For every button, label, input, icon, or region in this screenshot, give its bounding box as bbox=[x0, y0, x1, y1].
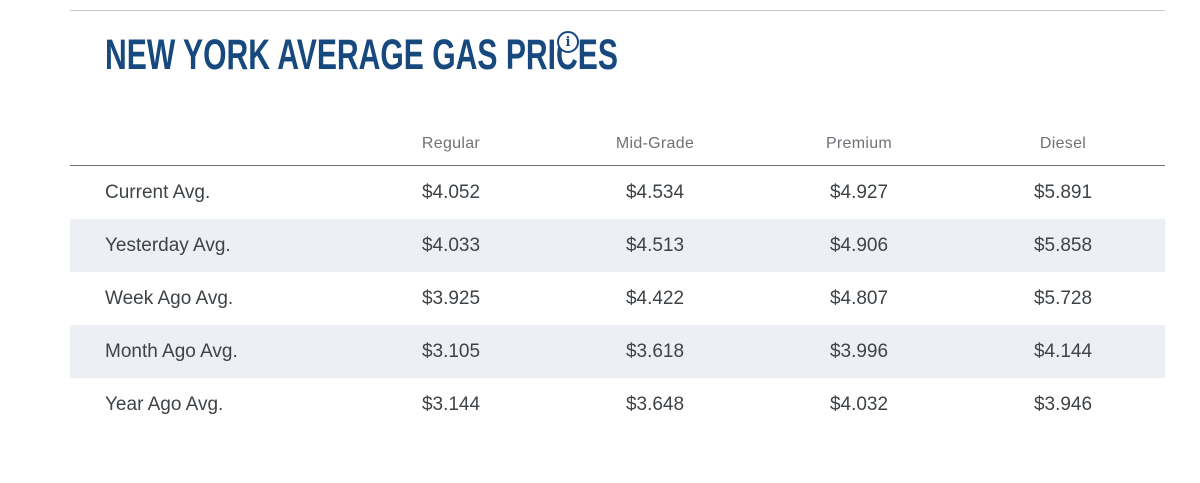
price-cell: $3.618 bbox=[625, 340, 685, 362]
price-cell: $4.422 bbox=[625, 287, 685, 309]
title-row: NEW YORK AVERAGE GAS PRICES i bbox=[105, 31, 1165, 80]
header-cell-midgrade: Mid-Grade bbox=[615, 135, 695, 152]
gas-prices-panel: NEW YORK AVERAGE GAS PRICES i Regular Mi… bbox=[70, 0, 1165, 431]
table-row-year-ago-avg: Year Ago Avg. $3.144 $3.648 $4.032 $3.94… bbox=[70, 378, 1165, 431]
price-cell: $3.946 bbox=[1033, 393, 1093, 415]
price-cell: $4.807 bbox=[829, 287, 889, 309]
header-cell-premium: Premium bbox=[825, 135, 893, 152]
price-cell: $4.033 bbox=[421, 234, 481, 256]
price-cell: $3.105 bbox=[421, 340, 481, 362]
price-cell: $4.144 bbox=[1033, 340, 1093, 362]
price-cell: $4.534 bbox=[625, 181, 685, 203]
price-cell: $5.728 bbox=[1033, 287, 1093, 309]
price-cell: $5.891 bbox=[1033, 181, 1093, 203]
row-label: Yesterday Avg. bbox=[105, 234, 231, 256]
header-cell-diesel: Diesel bbox=[1039, 135, 1087, 152]
price-cell: $3.925 bbox=[421, 287, 481, 309]
price-cell: $4.052 bbox=[421, 181, 481, 203]
gas-price-table: Regular Mid-Grade Premium Diesel Current… bbox=[70, 120, 1165, 431]
header-cell-regular: Regular bbox=[421, 135, 481, 152]
row-label: Week Ago Avg. bbox=[105, 287, 234, 309]
table-row-week-ago-avg: Week Ago Avg. $3.925 $4.422 $4.807 $5.72… bbox=[70, 272, 1165, 325]
price-cell: $3.144 bbox=[421, 393, 481, 415]
price-cell: $4.032 bbox=[829, 393, 889, 415]
row-label: Month Ago Avg. bbox=[105, 340, 238, 362]
row-label: Year Ago Avg. bbox=[105, 393, 224, 415]
price-cell: $3.996 bbox=[829, 340, 889, 362]
price-cell: $5.858 bbox=[1033, 234, 1093, 256]
price-cell: $4.513 bbox=[625, 234, 685, 256]
price-cell: $4.906 bbox=[829, 234, 889, 256]
price-cell: $3.648 bbox=[625, 393, 685, 415]
row-label: Current Avg. bbox=[105, 181, 211, 203]
table-header-row: Regular Mid-Grade Premium Diesel bbox=[70, 120, 1165, 166]
info-icon[interactable]: i bbox=[557, 31, 579, 53]
table-row-yesterday-avg: Yesterday Avg. $4.033 $4.513 $4.906 $5.8… bbox=[70, 219, 1165, 272]
table-row-month-ago-avg: Month Ago Avg. $3.105 $3.618 $3.996 $4.1… bbox=[70, 325, 1165, 378]
table-row-current-avg: Current Avg. $4.052 $4.534 $4.927 $5.891 bbox=[70, 166, 1165, 219]
price-cell: $4.927 bbox=[829, 181, 889, 203]
page-title: NEW YORK AVERAGE GAS PRICES bbox=[105, 31, 618, 79]
top-divider bbox=[70, 10, 1165, 11]
